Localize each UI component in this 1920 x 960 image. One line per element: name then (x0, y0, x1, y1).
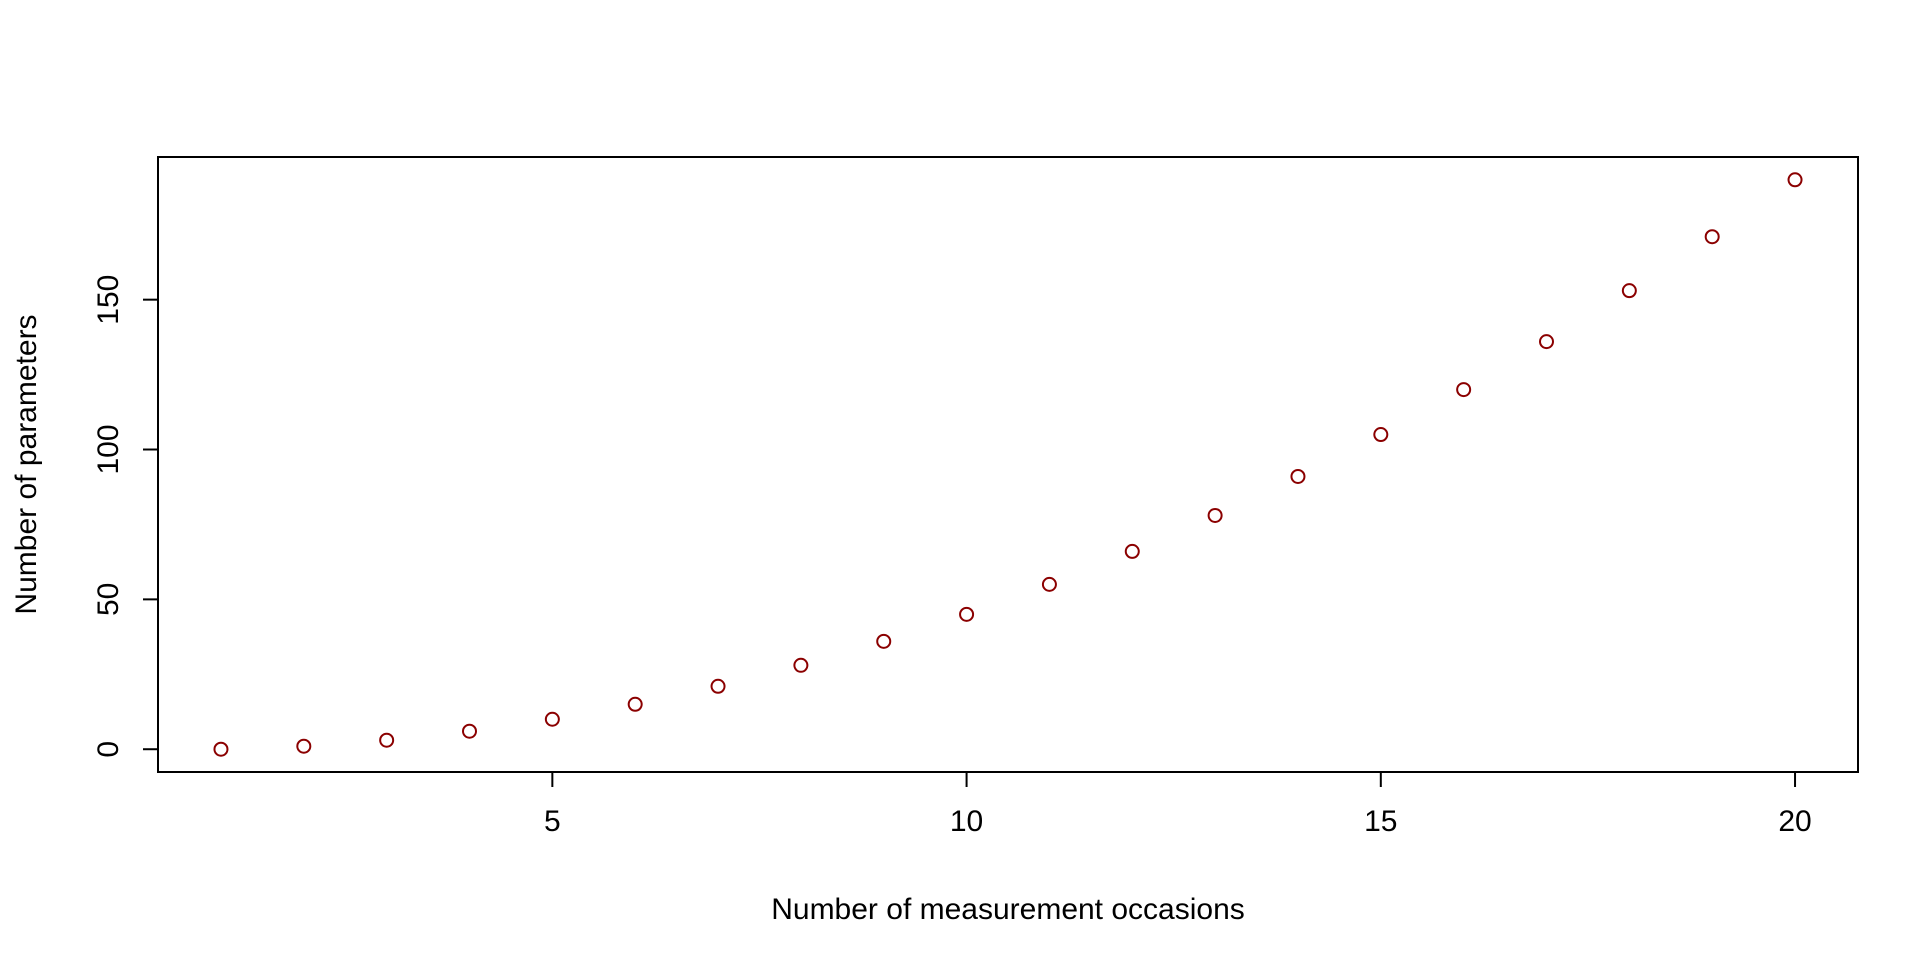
data-point (379, 732, 395, 748)
data-point (1124, 543, 1140, 559)
data-point (959, 606, 975, 622)
x-axis: 5 10 15 20 (544, 771, 1812, 838)
data-point (462, 723, 478, 739)
data-point (213, 741, 229, 757)
y-axis: 0 50 100 150 (92, 275, 159, 758)
data-point (1290, 468, 1306, 484)
plot-frame (157, 156, 1859, 773)
x-tick-label: 20 (1778, 805, 1811, 838)
data-point (1538, 334, 1554, 350)
x-tick-label: 5 (544, 805, 561, 838)
x-tick-label: 10 (950, 805, 983, 838)
data-point (793, 657, 809, 673)
y-tick-label: 50 (92, 583, 125, 616)
data-point (1621, 283, 1637, 299)
x-tick-label: 15 (1364, 805, 1397, 838)
y-tick-label: 150 (92, 275, 125, 325)
data-point (1704, 229, 1720, 245)
data-point (627, 696, 643, 712)
y-tick-label: 100 (92, 424, 125, 474)
data-points (213, 172, 1803, 757)
data-point (1207, 507, 1223, 523)
data-point (296, 738, 312, 754)
x-axis-label: Number of measurement occasions (771, 893, 1245, 926)
data-point (876, 633, 892, 649)
y-tick-label: 0 (92, 741, 125, 758)
data-point (1041, 576, 1057, 592)
y-axis-label: Number of parameters (10, 314, 43, 614)
data-point (1373, 427, 1389, 443)
data-point (544, 711, 560, 727)
data-point (1456, 382, 1472, 398)
data-point (1787, 172, 1803, 188)
data-point (710, 678, 726, 694)
